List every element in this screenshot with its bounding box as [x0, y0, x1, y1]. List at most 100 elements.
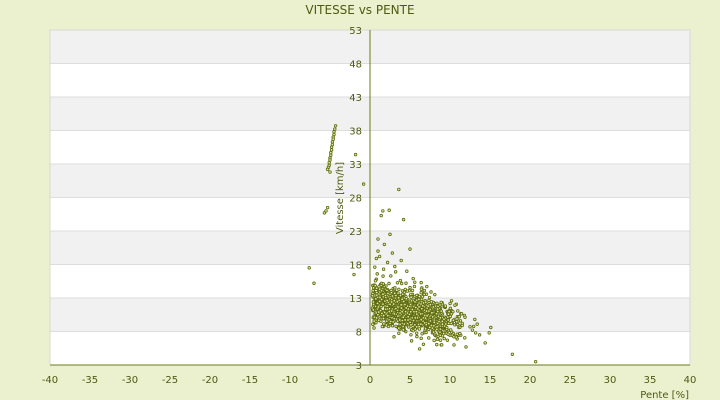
data-point	[399, 258, 403, 263]
data-point	[415, 331, 419, 335]
data-point	[430, 311, 434, 315]
data-point	[408, 285, 412, 290]
data-point	[374, 297, 378, 301]
data-point	[463, 336, 467, 340]
data-point	[397, 187, 401, 192]
data-point	[401, 328, 405, 332]
data-point	[370, 294, 375, 298]
data-point	[381, 274, 385, 278]
data-point	[401, 217, 406, 222]
data-point	[409, 333, 413, 337]
x-tick-label: 10	[444, 375, 457, 386]
data-point	[410, 288, 415, 293]
data-point	[374, 286, 379, 290]
data-point	[439, 309, 443, 313]
data-point	[403, 287, 408, 292]
data-point	[325, 167, 330, 172]
data-point	[381, 267, 386, 271]
data-point	[420, 295, 425, 299]
data-point	[390, 294, 395, 298]
x-tick-label: -35	[82, 375, 98, 386]
data-point	[427, 298, 431, 303]
chart-title: VITESSE vs PENTE	[305, 3, 414, 17]
data-point	[372, 326, 376, 330]
data-point	[400, 310, 404, 314]
data-point	[415, 325, 419, 329]
data-point	[387, 281, 391, 286]
data-point	[403, 318, 407, 322]
data-point	[443, 304, 448, 308]
data-point	[389, 288, 393, 293]
data-point	[333, 127, 337, 131]
data-point	[385, 298, 389, 303]
data-point	[376, 305, 381, 309]
data-point	[392, 316, 396, 321]
data-point	[332, 132, 336, 137]
data-point	[392, 312, 397, 316]
data-point	[411, 318, 416, 323]
data-point	[487, 331, 491, 335]
data-point	[445, 338, 450, 342]
data-point	[423, 327, 428, 331]
data-point	[419, 290, 423, 295]
data-point	[330, 140, 335, 144]
data-point	[433, 292, 437, 297]
data-point	[381, 282, 385, 286]
data-point	[420, 332, 424, 336]
data-point	[376, 313, 380, 317]
data-point	[448, 306, 453, 311]
data-point	[473, 317, 477, 322]
data-point	[432, 338, 436, 343]
x-tick-label: -20	[202, 375, 218, 386]
data-point	[419, 312, 423, 316]
data-point	[371, 289, 375, 293]
data-point	[393, 270, 398, 274]
data-point	[406, 315, 410, 319]
data-point	[328, 170, 332, 174]
data-point	[436, 304, 440, 309]
x-tick-label: 30	[604, 375, 617, 386]
data-point	[468, 325, 472, 329]
data-point	[373, 265, 377, 269]
data-point	[451, 318, 456, 323]
x-tick-label: -40	[42, 375, 58, 386]
data-point	[419, 280, 423, 285]
data-point	[446, 312, 451, 316]
data-point	[475, 322, 479, 326]
x-tick-label: -15	[242, 375, 258, 386]
data-point	[378, 295, 382, 300]
data-point	[327, 160, 331, 165]
data-point	[510, 352, 515, 356]
data-point	[401, 315, 405, 319]
data-point	[371, 300, 376, 304]
data-point	[376, 249, 380, 253]
data-point	[415, 334, 419, 339]
x-tick-label: 0	[367, 375, 373, 386]
data-point	[447, 321, 451, 326]
data-point	[422, 292, 426, 297]
data-point	[460, 323, 464, 328]
data-point	[414, 305, 418, 310]
data-point	[448, 314, 452, 319]
data-point	[377, 318, 381, 323]
data-point	[464, 345, 468, 349]
data-point	[423, 316, 428, 320]
data-point	[439, 343, 444, 347]
data-point	[432, 320, 436, 325]
y-tick-label: 33	[349, 160, 362, 171]
data-point	[407, 325, 411, 329]
data-point	[393, 286, 397, 290]
x-tick-label: -25	[162, 375, 178, 386]
data-point	[435, 309, 440, 314]
data-point	[439, 300, 443, 305]
data-point	[456, 309, 460, 313]
data-point	[325, 205, 330, 210]
data-point	[376, 237, 380, 241]
x-tick-label: -5	[325, 375, 335, 386]
x-tick-label: 5	[407, 375, 413, 386]
data-point	[382, 242, 387, 247]
data-point	[431, 330, 436, 334]
data-point	[385, 288, 389, 293]
data-point	[328, 158, 332, 162]
